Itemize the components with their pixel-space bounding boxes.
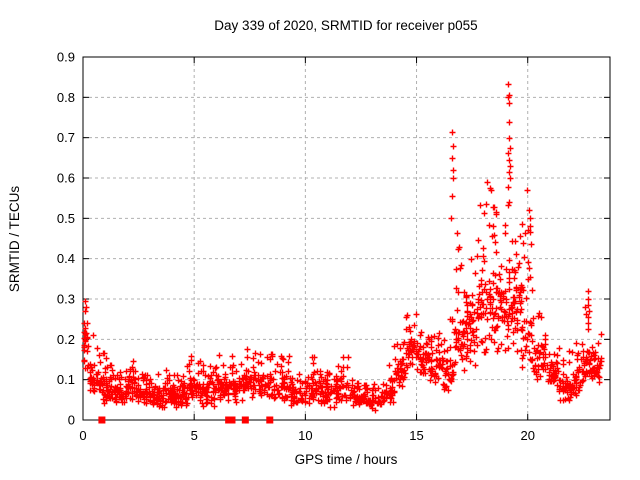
y-tick-label: 0.8 [57,90,75,105]
axis-ticks [82,56,610,421]
data-points [81,81,605,424]
y-tick-label: 0.9 [57,50,75,65]
x-tick-labels: 0 5 10 15 20 [79,428,535,443]
zero-value-square-marker [266,416,274,424]
y-tick-label: 0.4 [57,251,75,266]
y-tick-label: 0.7 [57,130,75,145]
y-axis-label: SRMTID / TECUs [7,186,22,293]
scatter-plus-markers [81,81,605,414]
y-tick-label: 0.6 [57,171,75,186]
y-tick-label: 0.3 [57,292,75,307]
x-tick-label: 20 [520,428,534,443]
y-tick-label: 0.5 [57,211,75,226]
y-tick-label: 0 [68,413,75,428]
y-tick-label: 0.2 [57,332,75,347]
chart-title: Day 339 of 2020, SRMTID for receiver p05… [214,18,477,33]
plot-border [82,56,611,421]
x-tick-label: 0 [79,428,86,443]
x-tick-label: 10 [298,428,312,443]
y-tick-label: 0.1 [57,372,75,387]
x-tick-label: 15 [409,428,423,443]
zero-value-square-marker [241,416,249,424]
x-tick-label: 5 [191,428,198,443]
x-axis-label: GPS time / hours [295,452,398,467]
zero-value-square-marker [228,416,236,424]
y-tick-labels: 0 0.1 0.2 0.3 0.4 0.5 0.6 0.7 0.8 0.9 [57,50,75,428]
zero-value-square-marker [98,416,106,424]
grid-lines [83,57,610,420]
